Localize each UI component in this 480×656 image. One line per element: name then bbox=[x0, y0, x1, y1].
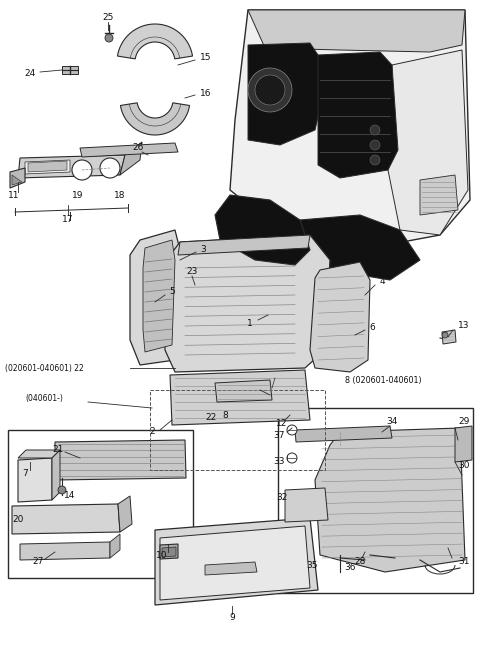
Text: 21: 21 bbox=[52, 445, 64, 455]
Text: 37: 37 bbox=[274, 430, 285, 440]
Text: 2: 2 bbox=[149, 428, 155, 436]
Polygon shape bbox=[295, 426, 392, 442]
Text: 6: 6 bbox=[369, 323, 375, 333]
Bar bbox=[278, 408, 473, 593]
Polygon shape bbox=[55, 440, 186, 480]
Polygon shape bbox=[178, 235, 310, 255]
Circle shape bbox=[100, 158, 120, 178]
Bar bbox=[150, 390, 325, 470]
Polygon shape bbox=[205, 562, 257, 575]
Polygon shape bbox=[160, 544, 178, 559]
Text: 24: 24 bbox=[25, 68, 36, 77]
Polygon shape bbox=[215, 380, 272, 402]
Polygon shape bbox=[28, 161, 67, 172]
Circle shape bbox=[72, 160, 92, 180]
Circle shape bbox=[287, 425, 297, 435]
Polygon shape bbox=[120, 142, 142, 175]
Polygon shape bbox=[170, 370, 310, 425]
Text: 23: 23 bbox=[186, 268, 198, 276]
Polygon shape bbox=[143, 240, 175, 352]
Text: 22: 22 bbox=[205, 413, 216, 422]
Circle shape bbox=[255, 75, 285, 105]
Circle shape bbox=[248, 68, 292, 112]
Polygon shape bbox=[248, 10, 465, 52]
Polygon shape bbox=[130, 230, 180, 365]
Text: 15: 15 bbox=[200, 54, 212, 62]
Polygon shape bbox=[165, 235, 330, 372]
Text: 10: 10 bbox=[156, 550, 168, 560]
Polygon shape bbox=[420, 175, 458, 215]
Text: 26: 26 bbox=[132, 144, 144, 152]
Text: 33: 33 bbox=[274, 457, 285, 466]
Text: 13: 13 bbox=[458, 321, 469, 329]
Text: 8 (020601-040601): 8 (020601-040601) bbox=[345, 375, 421, 384]
Polygon shape bbox=[25, 160, 70, 174]
Polygon shape bbox=[455, 426, 472, 462]
Polygon shape bbox=[160, 526, 310, 600]
Bar bbox=[8, 430, 193, 578]
Text: 28: 28 bbox=[354, 558, 366, 567]
Polygon shape bbox=[118, 496, 132, 532]
Text: 12: 12 bbox=[276, 419, 288, 428]
Text: 9: 9 bbox=[229, 613, 235, 623]
Polygon shape bbox=[12, 175, 22, 185]
Text: 19: 19 bbox=[72, 192, 84, 201]
Polygon shape bbox=[285, 488, 328, 522]
Text: 17: 17 bbox=[62, 216, 74, 224]
Polygon shape bbox=[315, 428, 465, 572]
Text: (040601-): (040601-) bbox=[25, 394, 63, 403]
Circle shape bbox=[287, 453, 297, 463]
Polygon shape bbox=[18, 450, 60, 458]
Text: 34: 34 bbox=[386, 417, 398, 426]
Polygon shape bbox=[118, 24, 192, 59]
Circle shape bbox=[370, 125, 380, 135]
Text: 31: 31 bbox=[458, 558, 469, 567]
Polygon shape bbox=[52, 450, 60, 500]
Circle shape bbox=[442, 332, 448, 338]
Polygon shape bbox=[388, 50, 468, 235]
Polygon shape bbox=[10, 168, 25, 188]
Text: 1: 1 bbox=[247, 319, 253, 327]
Text: 16: 16 bbox=[200, 89, 212, 98]
Text: 5: 5 bbox=[169, 287, 175, 297]
Polygon shape bbox=[62, 66, 78, 74]
Text: 8: 8 bbox=[222, 411, 228, 419]
Polygon shape bbox=[120, 103, 190, 135]
Polygon shape bbox=[215, 195, 310, 265]
Circle shape bbox=[370, 155, 380, 165]
Text: 3: 3 bbox=[200, 245, 206, 255]
Polygon shape bbox=[18, 155, 125, 178]
Polygon shape bbox=[110, 534, 120, 558]
Text: 30: 30 bbox=[458, 461, 469, 470]
Text: 20: 20 bbox=[12, 516, 24, 525]
Text: 27: 27 bbox=[32, 558, 44, 567]
Text: 32: 32 bbox=[276, 493, 288, 502]
Polygon shape bbox=[162, 547, 176, 557]
Polygon shape bbox=[230, 10, 470, 248]
Text: 4: 4 bbox=[379, 277, 385, 287]
Polygon shape bbox=[442, 330, 456, 344]
Polygon shape bbox=[12, 504, 120, 534]
Text: 36: 36 bbox=[344, 564, 356, 573]
Polygon shape bbox=[20, 542, 110, 560]
Polygon shape bbox=[318, 52, 398, 178]
Text: 25: 25 bbox=[102, 14, 114, 22]
Text: 7: 7 bbox=[22, 470, 28, 478]
Circle shape bbox=[105, 34, 113, 42]
Polygon shape bbox=[300, 215, 420, 280]
Text: 35: 35 bbox=[307, 560, 318, 569]
Circle shape bbox=[58, 486, 66, 494]
Text: 29: 29 bbox=[458, 417, 469, 426]
Text: 18: 18 bbox=[114, 192, 126, 201]
Polygon shape bbox=[155, 518, 318, 605]
Polygon shape bbox=[80, 143, 178, 157]
Text: (020601-040601) 22: (020601-040601) 22 bbox=[5, 363, 84, 373]
Polygon shape bbox=[18, 458, 52, 502]
Polygon shape bbox=[310, 262, 370, 372]
Circle shape bbox=[370, 140, 380, 150]
Text: 11: 11 bbox=[8, 190, 20, 199]
Polygon shape bbox=[248, 43, 322, 145]
Text: 14: 14 bbox=[64, 491, 76, 501]
